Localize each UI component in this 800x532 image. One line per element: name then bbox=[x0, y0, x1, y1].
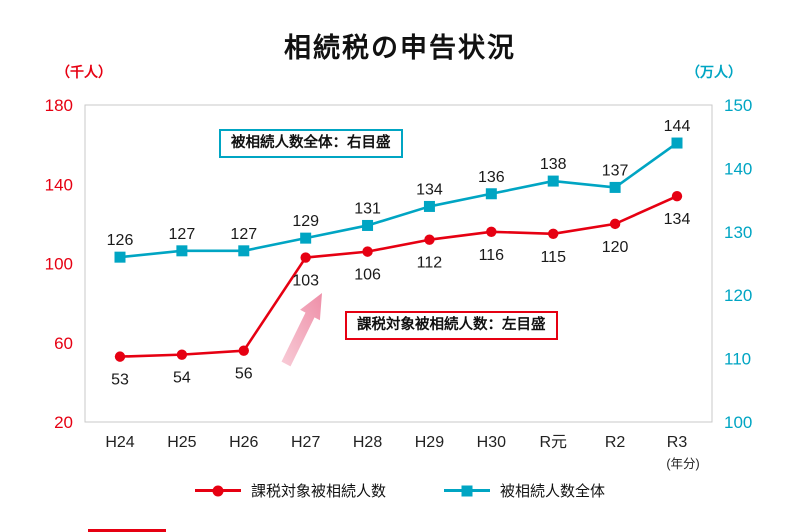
svg-text:(年分): (年分) bbox=[666, 457, 699, 471]
svg-text:116: 116 bbox=[479, 247, 505, 264]
svg-text:115: 115 bbox=[540, 249, 566, 266]
svg-text:127: 127 bbox=[169, 226, 196, 243]
svg-text:138: 138 bbox=[540, 156, 567, 173]
svg-text:53: 53 bbox=[111, 372, 129, 389]
trend-arrow-icon bbox=[281, 293, 322, 367]
svg-text:140: 140 bbox=[45, 175, 73, 194]
svg-text:60: 60 bbox=[54, 334, 73, 353]
svg-text:134: 134 bbox=[416, 181, 443, 198]
svg-text:137: 137 bbox=[602, 162, 629, 179]
svg-text:56: 56 bbox=[235, 366, 253, 383]
legend-teal-line-square-marker bbox=[444, 485, 490, 496]
annotation-left-scale: 課税対象被相続人数：左目盛 bbox=[345, 311, 558, 341]
svg-text:100: 100 bbox=[724, 413, 752, 432]
svg-text:106: 106 bbox=[354, 267, 381, 284]
svg-text:H24: H24 bbox=[105, 434, 134, 451]
svg-text:126: 126 bbox=[107, 232, 134, 249]
legend-total-label: 被相続人数全体 bbox=[500, 483, 606, 500]
svg-text:100: 100 bbox=[45, 255, 73, 274]
svg-text:110: 110 bbox=[724, 350, 751, 369]
svg-text:144: 144 bbox=[664, 118, 691, 135]
svg-text:54: 54 bbox=[173, 370, 191, 387]
legend-red-line-circle-marker bbox=[194, 485, 241, 496]
svg-text:H27: H27 bbox=[291, 434, 320, 451]
cropped-red-line bbox=[88, 529, 166, 532]
chart-title: 相続税の申告状況 bbox=[284, 33, 516, 63]
svg-text:180: 180 bbox=[45, 96, 73, 115]
svg-text:134: 134 bbox=[664, 211, 691, 228]
svg-text:120: 120 bbox=[602, 239, 629, 256]
svg-text:136: 136 bbox=[478, 169, 505, 186]
svg-text:112: 112 bbox=[417, 255, 443, 272]
svg-text:H28: H28 bbox=[353, 434, 382, 451]
svg-text:127: 127 bbox=[230, 226, 257, 243]
legend-item-taxable: 課税対象被相続人数 bbox=[194, 480, 386, 501]
svg-text:H29: H29 bbox=[415, 434, 444, 451]
svg-text:R2: R2 bbox=[605, 434, 626, 451]
right-axis-unit-label: （万人） bbox=[686, 64, 742, 80]
chart-legend: 課税対象被相続人数 被相続人数全体 bbox=[0, 480, 800, 501]
svg-text:140: 140 bbox=[724, 159, 752, 178]
legend-taxable-label: 課税対象被相続人数 bbox=[250, 483, 386, 500]
svg-text:H30: H30 bbox=[477, 434, 506, 451]
svg-text:130: 130 bbox=[724, 223, 752, 242]
svg-text:H26: H26 bbox=[229, 434, 258, 451]
legend-item-total: 被相続人数全体 bbox=[444, 480, 605, 501]
svg-text:R3: R3 bbox=[667, 434, 688, 451]
svg-text:20: 20 bbox=[54, 413, 73, 432]
svg-text:R元: R元 bbox=[539, 434, 567, 451]
annotation-right-scale: 被相続人数全体：右目盛 bbox=[219, 129, 403, 159]
svg-text:120: 120 bbox=[724, 286, 752, 305]
svg-text:150: 150 bbox=[724, 96, 752, 115]
svg-text:131: 131 bbox=[354, 200, 381, 217]
svg-text:103: 103 bbox=[292, 273, 319, 290]
left-axis-unit-label: （千人） bbox=[56, 64, 112, 80]
svg-text:H25: H25 bbox=[167, 434, 196, 451]
svg-text:129: 129 bbox=[292, 213, 319, 230]
